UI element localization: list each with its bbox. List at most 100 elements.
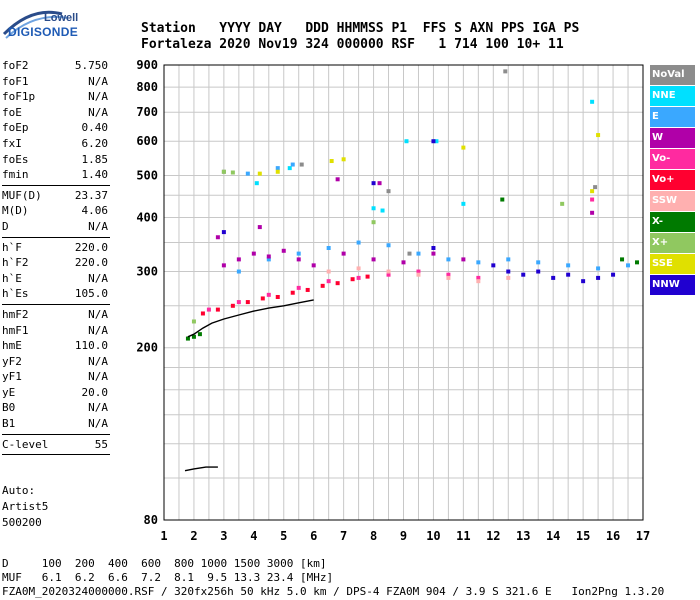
echo-point bbox=[206, 307, 211, 312]
x-tick-label: 7 bbox=[340, 529, 347, 543]
x-tick-label: 17 bbox=[636, 529, 650, 543]
param-row: foF1p N/A bbox=[2, 89, 110, 105]
echo-point bbox=[461, 201, 466, 206]
echo-point bbox=[305, 287, 310, 292]
param-value: 20.0 bbox=[81, 385, 109, 399]
echo-point bbox=[356, 275, 361, 280]
echo-point bbox=[446, 257, 451, 262]
auto-artist: Artist5 bbox=[2, 500, 49, 513]
param-label: h`F bbox=[2, 240, 22, 254]
echo-point bbox=[299, 162, 304, 167]
y-tick-label: 800 bbox=[136, 80, 158, 94]
echo-point bbox=[506, 257, 511, 262]
param-value: 0.40 bbox=[81, 121, 109, 135]
echo-point bbox=[260, 296, 265, 301]
echo-point bbox=[461, 145, 466, 150]
param-row: h`Es 105.0 bbox=[2, 286, 110, 302]
param-separator bbox=[2, 184, 110, 186]
echo-point bbox=[416, 269, 421, 274]
param-value: 23.37 bbox=[74, 188, 108, 202]
y-tick-label: 200 bbox=[136, 341, 158, 355]
param-label: fxI bbox=[2, 136, 22, 150]
es-layer-trace bbox=[184, 466, 218, 472]
echo-point bbox=[371, 257, 376, 262]
legend-item: W bbox=[650, 128, 695, 148]
echo-point bbox=[596, 266, 601, 271]
footer-file-info: FZA0M_2020324000000.RSF / 320fx256h 50 k… bbox=[2, 585, 665, 598]
param-label: yF1 bbox=[2, 370, 22, 384]
echo-point bbox=[431, 245, 436, 250]
param-value: 6.20 bbox=[81, 136, 109, 150]
echo-point bbox=[296, 285, 301, 290]
param-value: N/A bbox=[88, 323, 108, 337]
param-row: foF2 5.750 bbox=[2, 58, 110, 74]
echo-point bbox=[245, 300, 250, 305]
echo-point bbox=[356, 240, 361, 245]
param-label: hmF1 bbox=[2, 323, 29, 337]
echo-point bbox=[266, 292, 271, 297]
echo-point bbox=[350, 277, 355, 282]
y-tick-label: 700 bbox=[136, 105, 158, 119]
echo-point bbox=[311, 263, 316, 268]
param-separator bbox=[2, 433, 110, 435]
echo-point bbox=[335, 281, 340, 286]
x-tick-label: 2 bbox=[190, 529, 197, 543]
echo-point bbox=[566, 263, 571, 268]
echo-point bbox=[254, 181, 259, 186]
param-row: hmF2 N/A bbox=[2, 307, 110, 323]
echo-point bbox=[221, 263, 226, 268]
echo-point bbox=[287, 166, 292, 171]
param-value: 220.0 bbox=[74, 256, 108, 270]
echo-point bbox=[491, 263, 496, 268]
echo-point bbox=[215, 307, 220, 312]
footer-muf-row: MUF 6.1 6.2 6.6 7.2 8.1 9.5 13.3 23.4 [M… bbox=[2, 571, 334, 584]
auto-label: Auto: bbox=[2, 484, 36, 497]
x-tick-label: 16 bbox=[606, 529, 620, 543]
param-row: C-level 55 bbox=[2, 437, 110, 453]
echo-point bbox=[590, 197, 595, 202]
echo-point bbox=[221, 169, 226, 174]
x-tick-label: 8 bbox=[370, 529, 377, 543]
y-tick-label: 300 bbox=[136, 265, 158, 279]
echo-point bbox=[593, 185, 598, 190]
chart-legend: NoVal NNE E W Vo- Vo+ SSW X- X+ SSE NNW bbox=[650, 65, 695, 296]
echo-point bbox=[371, 206, 376, 211]
x-tick-label: 13 bbox=[516, 529, 530, 543]
param-row: hmE 110.0 bbox=[2, 338, 110, 354]
echo-point bbox=[371, 220, 376, 225]
echo-point bbox=[236, 300, 241, 305]
echo-point bbox=[386, 189, 391, 194]
legend-item: E bbox=[650, 107, 695, 127]
echo-point bbox=[431, 251, 436, 256]
echo-point bbox=[275, 169, 280, 174]
legend-item: X- bbox=[650, 212, 695, 232]
echo-point bbox=[200, 311, 205, 316]
auto-version: 500200 bbox=[2, 516, 42, 529]
echo-point bbox=[590, 210, 595, 215]
echo-point bbox=[365, 274, 370, 279]
echo-point bbox=[257, 225, 262, 230]
legend-item: Vo+ bbox=[650, 170, 695, 190]
param-row: foE N/A bbox=[2, 105, 110, 121]
param-row: MUF(D) 23.37 bbox=[2, 188, 110, 204]
param-value: 1.85 bbox=[81, 152, 109, 166]
param-label: foEp bbox=[2, 121, 29, 135]
echo-point bbox=[476, 279, 481, 284]
echo-point bbox=[245, 171, 250, 176]
footer: D 100 200 400 600 800 1000 1500 3000 [km… bbox=[2, 557, 664, 599]
param-value: N/A bbox=[88, 90, 108, 104]
param-value: N/A bbox=[88, 354, 108, 368]
echo-point bbox=[500, 197, 505, 202]
param-label: yF2 bbox=[2, 354, 22, 368]
param-label: fmin bbox=[2, 168, 29, 182]
param-label: h`Es bbox=[2, 287, 29, 301]
param-value: 105.0 bbox=[74, 287, 108, 301]
param-value: N/A bbox=[88, 307, 108, 321]
x-tick-label: 6 bbox=[310, 529, 317, 543]
echo-point bbox=[356, 266, 361, 271]
param-value: N/A bbox=[88, 417, 108, 431]
y-tick-label: 600 bbox=[136, 134, 158, 148]
param-label: hmE bbox=[2, 339, 22, 353]
param-label: yE bbox=[2, 385, 16, 399]
param-label: foF1p bbox=[2, 90, 36, 104]
